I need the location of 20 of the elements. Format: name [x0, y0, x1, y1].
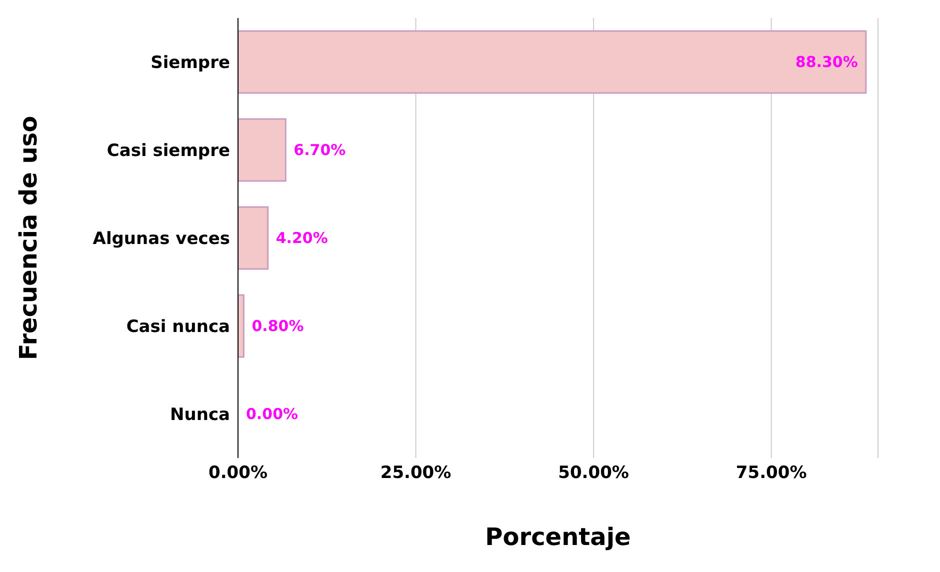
x-tick-label: 75.00% [736, 463, 807, 484]
bar [238, 206, 269, 270]
bar [238, 118, 286, 182]
data-label: 0.80% [252, 317, 304, 335]
x-tick-label: 0.00% [208, 463, 268, 484]
bar [238, 294, 244, 358]
y-tick-label: Algunas veces [92, 229, 230, 250]
bar [238, 30, 867, 94]
y-tick-label: Casi nunca [126, 317, 230, 338]
x-tick-label: 50.00% [558, 463, 629, 484]
y-tick-label: Siempre [150, 53, 230, 74]
data-label: 0.00% [246, 405, 298, 423]
data-label: 6.70% [294, 141, 346, 159]
data-label: 88.30% [795, 53, 858, 71]
y-tick-label: Nunca [170, 405, 230, 426]
data-label: 4.20% [276, 229, 328, 247]
y-tick-label: Casi siempre [106, 141, 230, 162]
x-axis-title: Porcentaje [485, 523, 631, 552]
y-axis-title: Frecuencia de uso [14, 116, 43, 360]
x-tick-label: 25.00% [380, 463, 452, 484]
